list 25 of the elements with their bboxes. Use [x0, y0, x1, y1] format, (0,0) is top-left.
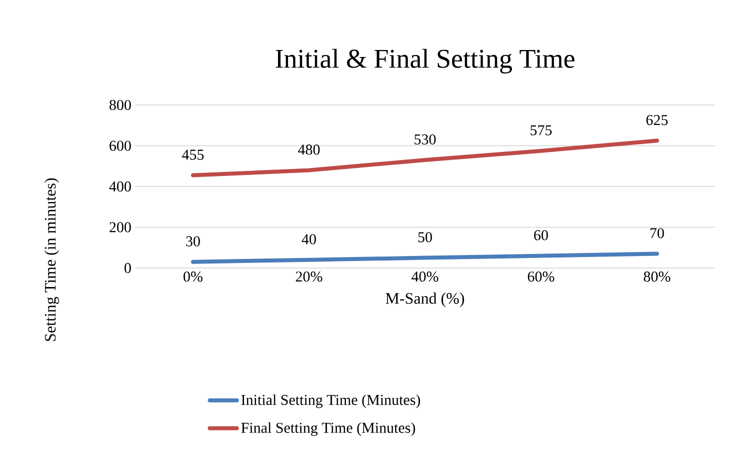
- x-axis-title: M-Sand (%): [386, 292, 464, 308]
- data-label: 575: [530, 125, 552, 136]
- data-label: 480: [298, 144, 320, 155]
- y-axis-title: Setting Time (in minutes): [44, 178, 59, 341]
- data-label: 30: [186, 236, 200, 246]
- legend-label: Final Setting Time (Minutes): [241, 422, 416, 436]
- y-tick-label: 400: [109, 181, 131, 192]
- data-label: 530: [414, 134, 436, 144]
- data-label: 60: [534, 230, 548, 240]
- data-label: 70: [650, 228, 664, 238]
- data-label: 40: [302, 234, 316, 244]
- x-tick-label: 40%: [412, 272, 438, 282]
- y-tick-label: 600: [110, 140, 131, 151]
- y-tick-label: 200: [110, 222, 131, 232]
- x-tick-label: 0%: [184, 272, 202, 282]
- legend-label: Initial Setting Time (Minutes): [241, 394, 420, 408]
- data-label: 455: [182, 150, 204, 160]
- x-tick-label: 60%: [528, 272, 554, 282]
- x-tick-label: 20%: [296, 272, 322, 282]
- data-label: 50: [418, 232, 432, 242]
- data-label: 625: [646, 115, 668, 126]
- x-tick-label: 80%: [644, 272, 670, 282]
- chart-title: Initial & Final Setting Time: [276, 48, 574, 74]
- y-tick-label: 0: [124, 262, 131, 274]
- y-tick-label: 800: [110, 100, 131, 110]
